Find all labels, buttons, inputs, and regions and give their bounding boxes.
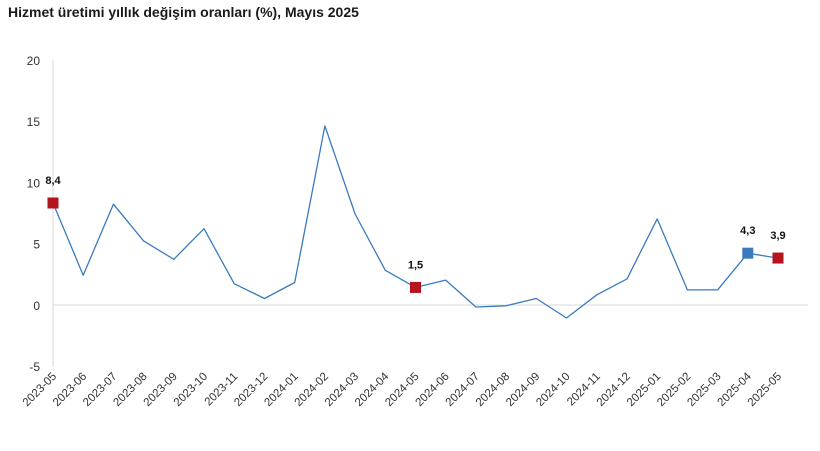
highlight-marker	[47, 197, 59, 209]
y-tick-labels: -5 0 5 10 15 20	[27, 54, 41, 374]
highlight-marker	[742, 247, 754, 259]
chart-title: Hizmet üretimi yıllık değişim oranları (…	[8, 4, 359, 20]
data-label: 3,9	[770, 230, 785, 242]
y-tick-label: 10	[27, 176, 41, 190]
data-label: 1,5	[408, 259, 423, 271]
x-tick-labels: 2023-052023-062023-072023-082023-092023-…	[21, 370, 784, 409]
x-tick-label: 2023-10	[172, 371, 210, 409]
y-tick-label: -5	[29, 360, 40, 374]
x-tick-label: 2025-05	[746, 371, 784, 409]
data-label: 4,3	[740, 225, 755, 237]
y-tick-label: 20	[27, 54, 41, 68]
data-label: 8,4	[45, 175, 61, 187]
highlight-marker	[772, 252, 784, 264]
highlight-marker	[410, 281, 421, 293]
highlight-markers: 8,4 1,5 4,3 3,9	[45, 175, 786, 293]
x-tick-label: 2024-10	[534, 371, 572, 409]
y-tick-label: 5	[33, 238, 40, 252]
y-tick-label: 0	[33, 299, 40, 313]
y-tick-label: 15	[27, 115, 41, 129]
